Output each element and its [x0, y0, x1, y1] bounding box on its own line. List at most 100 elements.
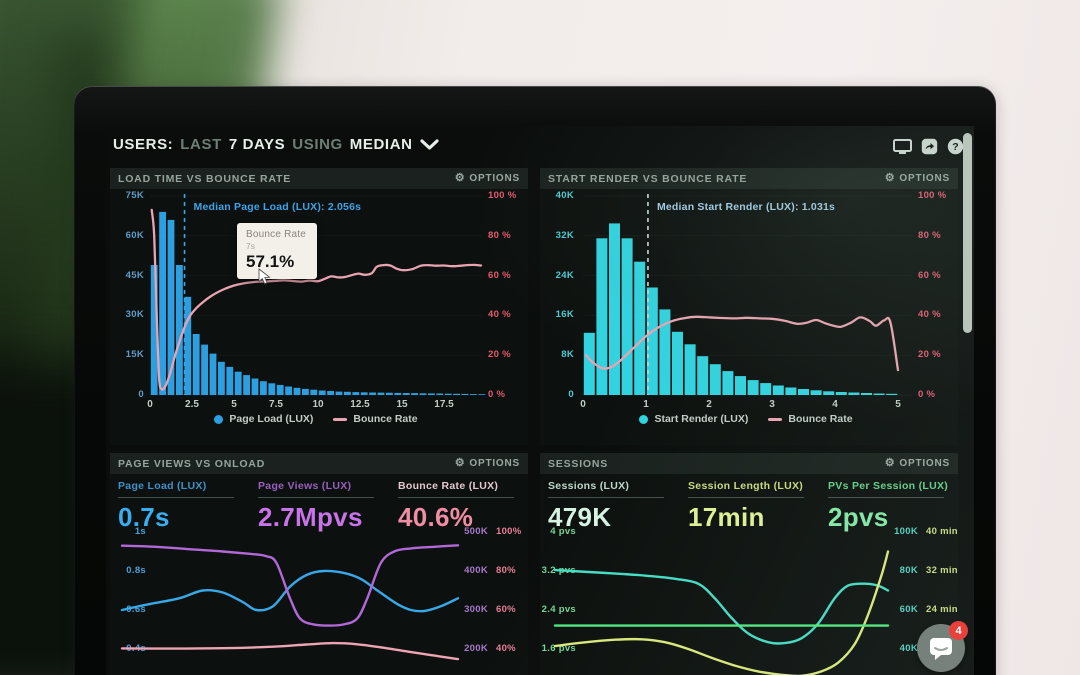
chevron-down-icon[interactable] [419, 138, 439, 151]
y2-axis-label: 80 % [488, 229, 511, 241]
legend-label: Bounce Rate [353, 413, 418, 425]
page-scrollbar[interactable] [963, 133, 972, 333]
x-axis-label: 5 [231, 399, 237, 410]
metric-sessions-lux-: Sessions (LUX) 479K [548, 480, 676, 533]
tooltip-title: Bounce Rate [246, 229, 307, 240]
y3-axis-label: 60% [496, 604, 516, 615]
metric-label: Page Load (LUX) [118, 480, 207, 492]
x-axis-label: 2.5 [185, 399, 199, 410]
y-axis-label: 32K [555, 229, 574, 241]
gear-icon: ⚙ [884, 457, 896, 469]
y2-axis-label: 60 % [488, 269, 511, 281]
y3-axis-label: 32 min [926, 565, 958, 576]
legend-item[interactable]: Bounce Rate [333, 413, 418, 425]
metric-underline [828, 497, 944, 498]
metric-session-length-lux-: Session Length (LUX) 17min [688, 480, 816, 533]
x-axis-label: 5 [895, 399, 901, 410]
panel-title: LOAD TIME VS BOUNCE RATE [118, 172, 292, 185]
x-axis-label: 2 [706, 399, 712, 410]
chart-plot-area[interactable]: Sessions (LUX) 479K Session Length (LUX) 17… [540, 453, 958, 675]
title-segment: 7 DAYS [228, 136, 286, 153]
metric-value: 0.7s [118, 502, 170, 532]
y-axis-label: 60K [125, 229, 144, 241]
x-axis-label: 15 [396, 399, 408, 410]
legend-label: Start Render (LUX) [654, 413, 749, 425]
y2-axis-label: 100 % [918, 190, 947, 201]
x-axis-label: 10 [312, 399, 324, 410]
chart-legend: Page Load (LUX) Bounce Rate [150, 413, 482, 425]
y3-axis-label: 40% [496, 643, 516, 654]
y2-axis-label: 100K [894, 526, 918, 537]
y-axis-label: 16K [555, 309, 574, 321]
panel-title: PAGE VIEWS VS ONLOAD [118, 457, 266, 470]
dashboard-title-dropdown[interactable]: USERS: LAST 7 DAYS USING MEDIAN [113, 136, 439, 153]
metric-label: Page Views (LUX) [258, 480, 352, 492]
legend-item[interactable]: Bounce Rate [768, 413, 853, 425]
metric-value: 479K [548, 502, 612, 532]
options-button[interactable]: ⚙ OPTIONS [884, 457, 950, 470]
legend-marker [214, 414, 224, 424]
chat-button[interactable]: 4 [917, 621, 968, 672]
y2-axis-label: 60 % [918, 269, 941, 281]
legend-marker [768, 417, 783, 421]
options-button[interactable]: ⚙ OPTIONS [454, 172, 520, 185]
chart-tooltip: Bounce Rate 7s 57.1% [237, 223, 317, 279]
options-button[interactable]: ⚙ OPTIONS [884, 172, 950, 185]
help-icon[interactable]: ? [947, 138, 964, 155]
y-axis-label: 30K [125, 309, 144, 321]
y2-axis-label: 40 % [488, 309, 511, 321]
y-axis-label: 1s [134, 526, 146, 537]
y-axis-label: 1.6 pvs [541, 643, 576, 654]
x-axis-label: 12.5 [350, 399, 370, 410]
chart-plot-area[interactable]: Page Load (LUX) 0.7s Page Views (LUX) 2.7Mp… [110, 453, 528, 675]
y-axis-label: 0.6s [126, 604, 146, 615]
y2-axis-label: 100 % [488, 190, 517, 201]
gear-icon: ⚙ [454, 172, 466, 184]
y-axis-label: 0 [138, 389, 144, 400]
panel-page-views-vs-onload: PAGE VIEWS VS ONLOAD ⚙ OPTIONS Page Load … [110, 453, 528, 675]
y2-axis-label: 0 % [918, 389, 936, 400]
x-axis-label: 17.5 [434, 399, 454, 410]
panel-sessions: SESSIONS ⚙ OPTIONS Sessions (LUX) 479K Sess… [540, 453, 958, 675]
metric-underline [398, 497, 514, 498]
panel-load-time-vs-bounce-rate: LOAD TIME VS BOUNCE RATE ⚙ OPTIONS 75K 100… [110, 168, 528, 445]
metric-page-views-lux-: Page Views (LUX) 2.7Mpvs [258, 480, 386, 533]
svg-text:?: ? [952, 141, 958, 153]
legend-item[interactable]: Start Render (LUX) [639, 413, 748, 425]
metric-underline [688, 497, 804, 498]
title-segment: LAST [180, 136, 222, 153]
metric-value: 17min [688, 502, 765, 532]
x-axis-label: 4 [832, 399, 838, 410]
options-button[interactable]: ⚙ OPTIONS [454, 457, 520, 470]
tooltip-value: 57.1% [246, 252, 295, 271]
y2-axis-label: 20 % [918, 349, 941, 361]
gear-icon: ⚙ [884, 172, 896, 184]
metric-page-load-lux-: Page Load (LUX) 0.7s [118, 480, 246, 533]
y-axis-label: 24K [555, 269, 574, 281]
y-axis-label: 15K [125, 349, 144, 361]
display-icon[interactable] [893, 138, 912, 155]
share-icon[interactable] [921, 138, 938, 155]
panel-title: START RENDER VS BOUNCE RATE [548, 172, 748, 185]
panel-start-render-vs-bounce-rate: START RENDER VS BOUNCE RATE ⚙ OPTIONS 40K… [540, 168, 958, 445]
title-segment: USING [292, 136, 343, 153]
gear-icon: ⚙ [454, 457, 466, 469]
y2-axis-label: 60K [899, 604, 918, 615]
chart-plot-area[interactable]: 40K 100 % 32K 80 % 24K 60 % 16K 40 % 8K 20 % 0 0 % M… [540, 168, 958, 445]
chart-plot-area[interactable]: 75K 100 % 60K 80 % 45K 60 % 30K 40 % 15K 20 % 0 0 %… [110, 168, 528, 445]
tooltip-subtitle: 7s [246, 241, 255, 251]
y3-axis-label: 100% [496, 526, 522, 537]
y-axis-label: 4 pvs [550, 526, 576, 537]
y2-axis-label: 40K [899, 643, 918, 654]
y-axis-label: 75K [125, 190, 144, 201]
legend-marker [333, 417, 348, 421]
median-annotation: Median Page Load (LUX): 2.056s [193, 201, 362, 213]
x-axis-label: 7.5 [269, 399, 283, 410]
x-axis-label: 0 [580, 399, 586, 410]
y-axis-label: 40K [555, 190, 574, 201]
legend-item[interactable]: Page Load (LUX) [214, 413, 313, 425]
title-segment: MEDIAN [349, 136, 413, 153]
y2-axis-label: 80K [899, 565, 918, 576]
panel-header: START RENDER VS BOUNCE RATE ⚙ OPTIONS [540, 168, 958, 189]
